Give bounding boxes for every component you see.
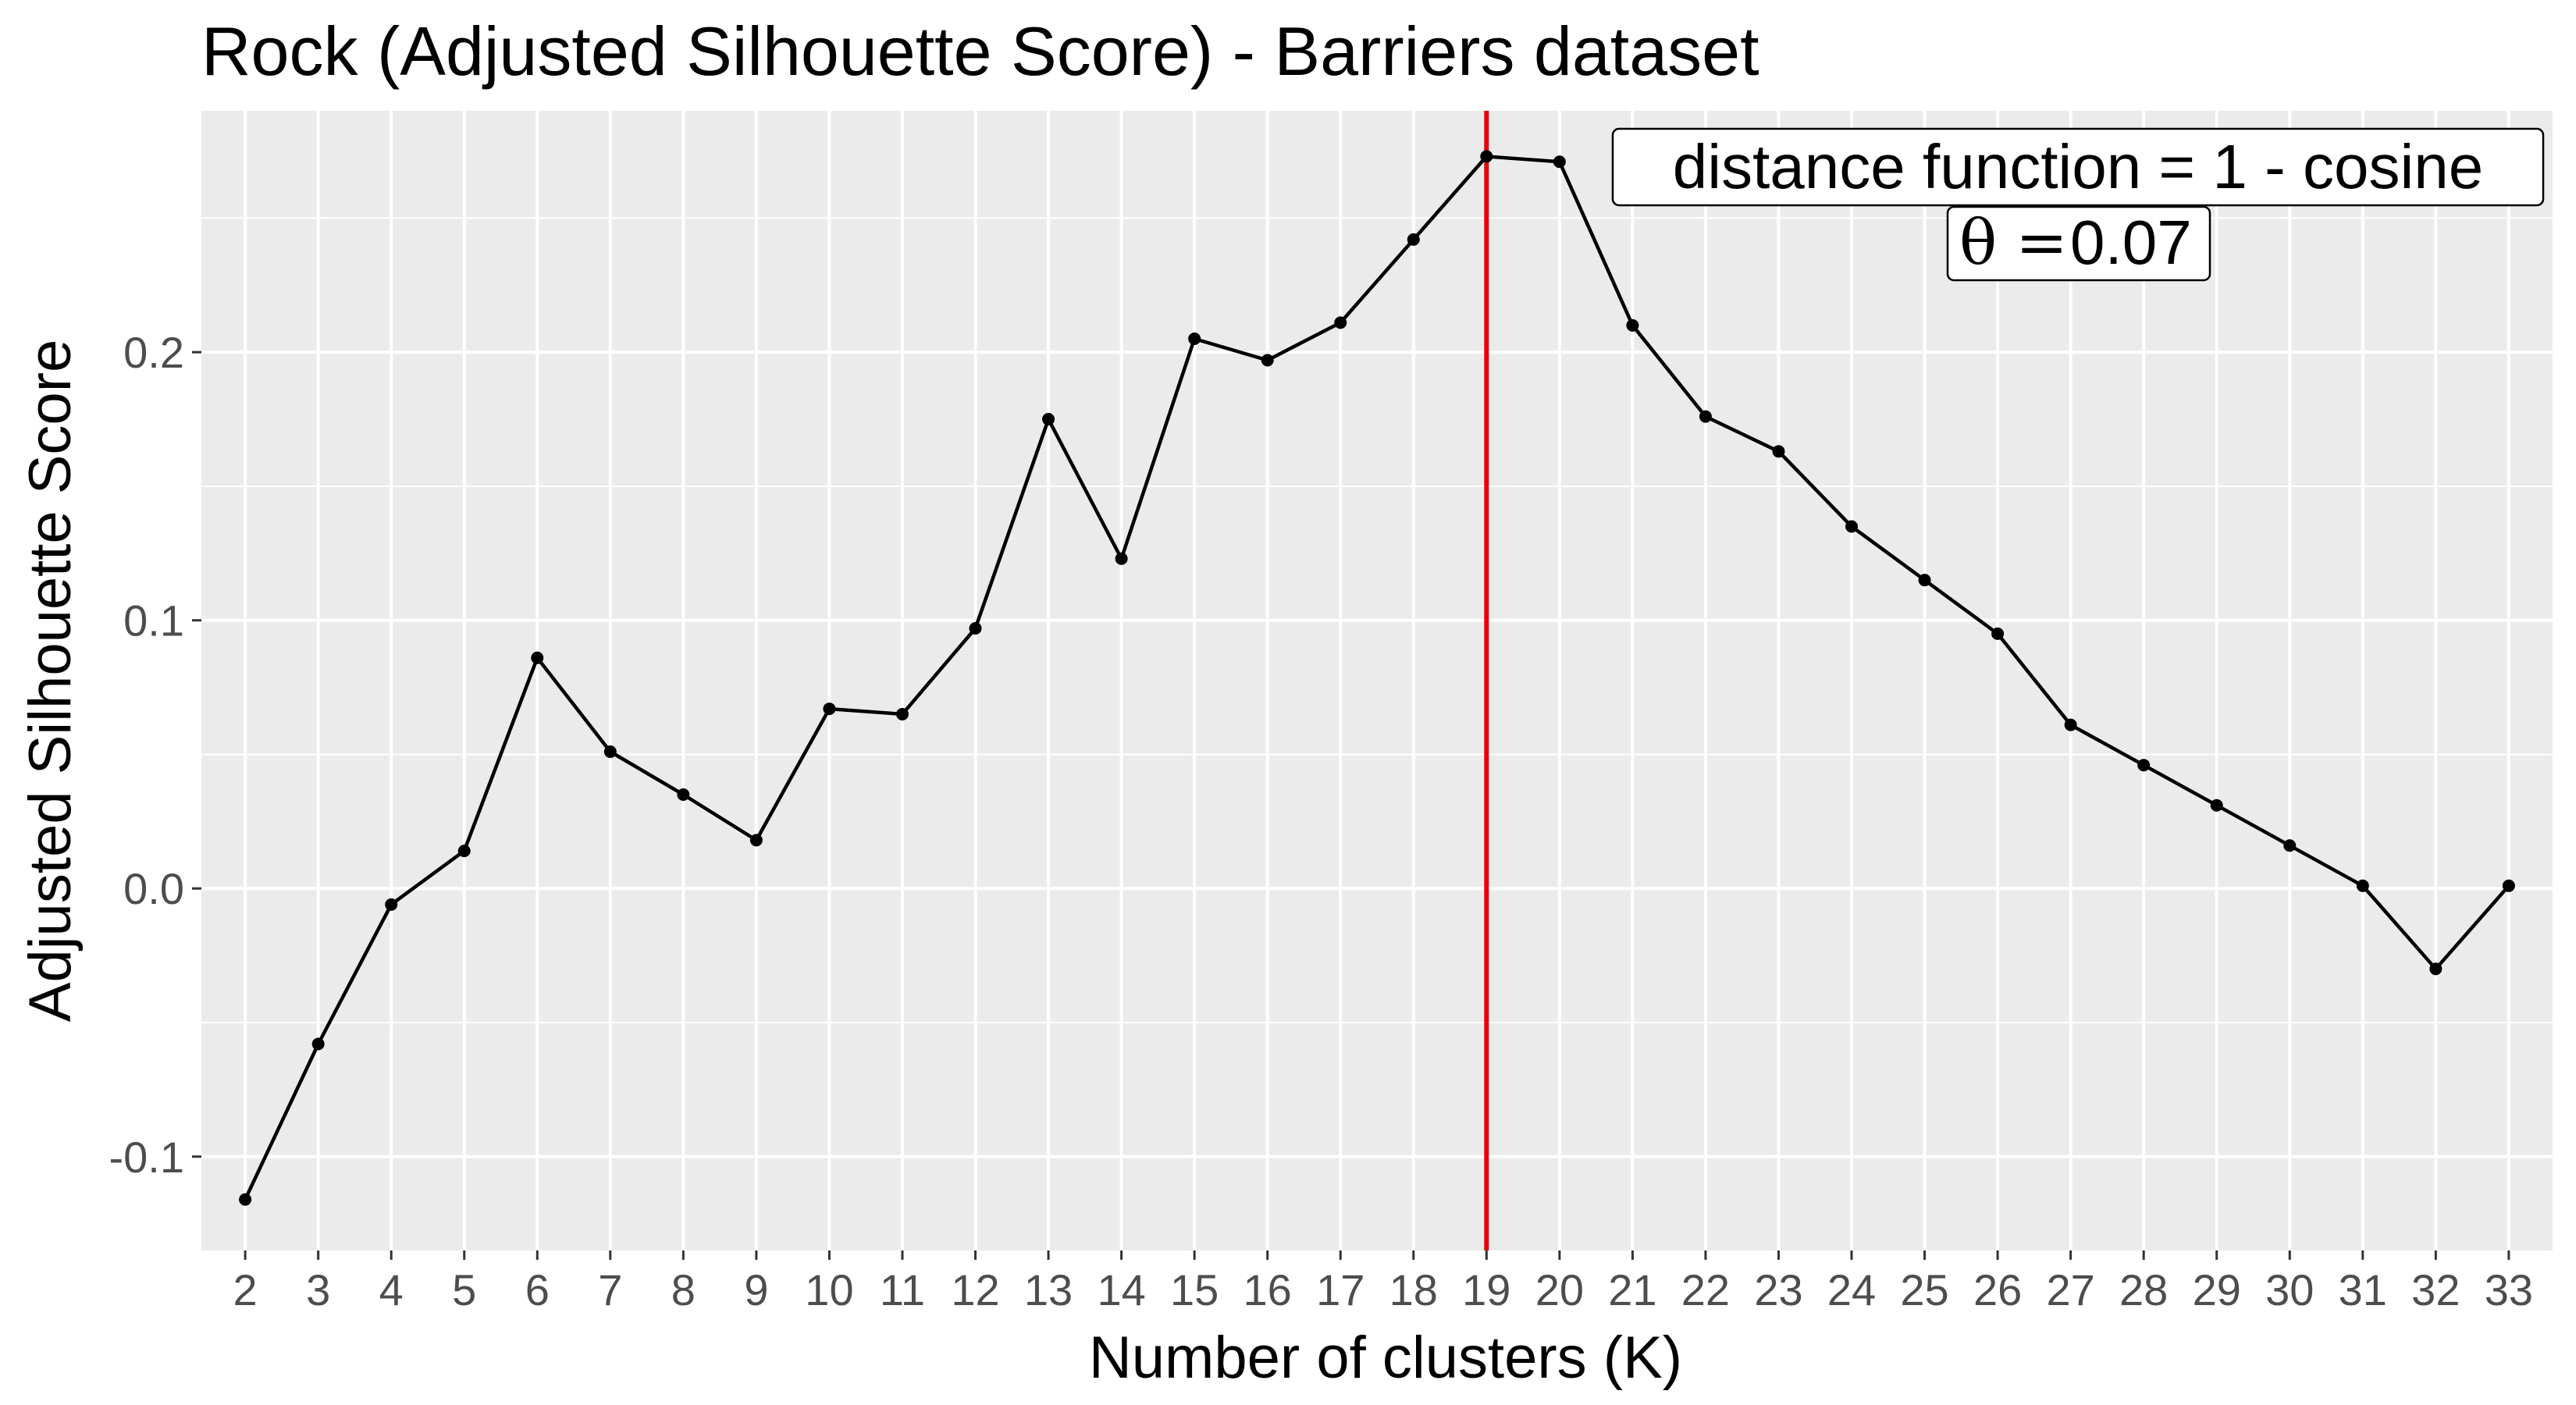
data-point [1334,316,1347,329]
data-point [531,651,544,664]
data-point [749,834,763,847]
data-point [969,622,982,635]
data-point [823,702,836,716]
data-point [1918,574,1931,587]
data-point [311,1037,325,1051]
series-points [239,150,2515,1206]
x-tick-label: 16 [1244,1265,1292,1314]
data-point [1699,410,1712,423]
x-tick-label: 9 [744,1265,768,1314]
x-tick-label: 33 [2485,1265,2533,1314]
x-tick-label: 2 [233,1265,258,1314]
annotation-theta-symbol: θ [1959,206,1997,279]
data-point [2064,718,2077,731]
y-axis-ticks: -0.1 0.0 0.1 0.2 [109,328,201,1182]
data-point [1188,333,1201,345]
x-tick-label: 29 [2193,1265,2241,1314]
x-tick-label: 12 [951,1265,999,1314]
x-tick-label: 30 [2265,1265,2314,1314]
y-axis-title: Adjusted Silhouette Score [17,340,84,1023]
data-point [239,1193,252,1206]
data-point [1626,318,1639,332]
x-tick-label: 15 [1170,1265,1219,1314]
series-line [244,155,2510,1200]
x-tick-label: 18 [1389,1265,1438,1314]
x-tick-label: 20 [1535,1265,1584,1314]
x-tick-label: 21 [1608,1265,1656,1314]
x-tick-label: 5 [452,1265,476,1314]
data-point [2429,962,2443,976]
x-tick-label: 11 [880,1265,925,1314]
grid-minor [201,217,2553,1023]
annotation-theta-value: 0.07 [2070,208,2192,277]
data-point [1042,413,1055,426]
data-point [895,707,909,720]
data-point [1845,520,1859,533]
x-tick-label: 22 [1681,1265,1730,1314]
x-tick-label: 27 [2046,1265,2094,1314]
x-tick-label: 3 [306,1265,330,1314]
y-tick-label: 0.2 [123,328,184,377]
plot-panel [201,111,2553,1250]
x-axis-ticks: 2 3 4 5 6 7 8 9 10 11 12 13 14 15 16 17 18 19 20 21 22 23 24 25… [233,1250,2533,1314]
annotation-distance-text: distance function = 1 - cosine [1673,132,2483,201]
x-tick-label: 8 [671,1265,696,1314]
x-tick-label: 7 [598,1265,622,1314]
data-point [1991,627,2005,640]
data-point [1553,155,1566,169]
y-tick-label: -0.1 [109,1133,185,1182]
x-tick-label: 24 [1827,1265,1876,1314]
x-tick-label: 23 [1754,1265,1802,1314]
x-tick-label: 25 [1900,1265,1948,1314]
data-point [1407,233,1420,246]
data-point [677,788,690,801]
x-tick-label: 13 [1024,1265,1073,1314]
x-tick-label: 32 [2411,1265,2460,1314]
data-point [2137,759,2151,772]
data-point [1261,354,1274,367]
y-tick-label: 0.1 [123,596,184,646]
x-tick-label: 31 [2339,1265,2387,1314]
data-point [2283,839,2297,852]
x-tick-label: 26 [1973,1265,2022,1314]
x-tick-label: 6 [525,1265,550,1314]
x-tick-label: 14 [1097,1265,1145,1314]
x-tick-label: 17 [1316,1265,1364,1314]
data-point [457,845,471,858]
annotation-distance-box [1611,127,2545,207]
data-point [603,745,617,759]
data-point [2210,799,2223,812]
data-point [2502,879,2515,892]
x-tick-label: 19 [1462,1265,1510,1314]
data-point [1480,150,1493,163]
data-point [385,898,398,911]
x-tick-label: 10 [805,1265,853,1314]
grid-major [201,111,2553,1250]
x-axis-title: Number of clusters (K) [1089,1325,1682,1391]
data-point [2356,879,2369,892]
annotation-theta-box [1946,205,2211,282]
annotation-distance: distance function = 1 - cosine [1611,127,2545,207]
annotation-theta-equals: = [2016,206,2068,279]
annotation-theta: θ = 0.07 [1946,205,2211,282]
x-tick-label: 28 [2119,1265,2168,1314]
x-tick-label: 4 [379,1265,404,1314]
y-tick-label: 0.0 [123,864,184,913]
data-point [1115,552,1128,565]
data-point [1772,445,1785,458]
chart-title: Rock (Adjusted Silhouette Score) - Barri… [201,12,1759,90]
